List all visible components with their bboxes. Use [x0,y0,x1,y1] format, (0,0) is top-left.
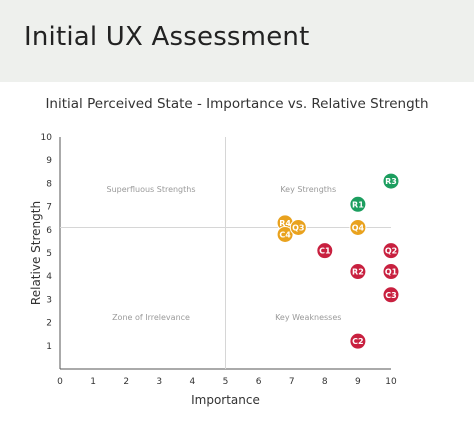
y-tick-label: 7 [46,203,52,213]
data-point-c1[interactable] [316,242,334,260]
chart-title: Initial Perceived State - Importance vs.… [45,96,429,112]
x-tick-label: 10 [385,377,397,387]
data-point-q4[interactable] [349,218,367,236]
x-tick-label: 3 [156,377,162,387]
data-point-label: C4 [279,230,291,239]
x-tick-label: 1 [90,377,96,387]
slide-title: Initial UX Assessment [24,22,310,52]
data-point-label: R2 [352,268,364,277]
y-tick-label: 9 [46,156,52,166]
data-point-r2[interactable] [349,263,367,281]
x-tick-label: 8 [322,377,328,387]
quadrant-label: Superfluous Strengths [107,185,196,194]
data-point-label: Q3 [292,223,304,232]
data-point-q3[interactable] [289,218,307,236]
data-point-label: C2 [352,337,363,346]
y-tick-label: 2 [46,319,52,329]
y-tick-label: 5 [46,249,52,259]
x-tick-label: 9 [355,377,361,387]
data-point-q2[interactable] [382,242,400,260]
data-point-label: R1 [352,200,364,209]
y-tick-label: 8 [46,179,52,189]
data-point-label: Q1 [385,268,398,277]
x-tick-label: 6 [256,377,262,387]
x-tick-label: 7 [289,377,295,387]
y-tick-label: 6 [46,226,52,236]
quadrant-label: Zone of Irrelevance [112,313,190,322]
data-point-c3[interactable] [382,286,400,304]
y-tick-label: 10 [41,133,53,143]
data-point-label: R3 [385,177,397,186]
quadrant-label: Key Weaknesses [275,313,341,322]
quadrant-label: Key Strengths [280,185,336,194]
slide-header: Initial UX Assessment [0,0,474,82]
x-tick-label: 0 [57,377,63,387]
data-point-label: Q2 [385,247,397,256]
data-point-label: C1 [319,247,331,256]
x-axis-label: Importance [191,393,260,407]
y-tick-label: 1 [46,342,52,352]
data-point-q1[interactable] [382,263,400,281]
x-tick-label: 4 [190,377,196,387]
data-point-c4[interactable] [276,225,294,243]
data-point-label: C3 [385,291,396,300]
data-point-label: R4 [279,219,291,228]
y-tick-label: 4 [46,272,52,282]
x-tick-label: 2 [123,377,129,387]
y-axis-label: Relative Strength [29,201,43,305]
data-point-c2[interactable] [349,332,367,350]
data-point-r1[interactable] [349,195,367,213]
data-point-r3[interactable] [382,172,400,190]
data-point-label: Q4 [352,223,365,232]
x-tick-label: 5 [223,377,229,387]
y-tick-label: 3 [46,295,52,305]
